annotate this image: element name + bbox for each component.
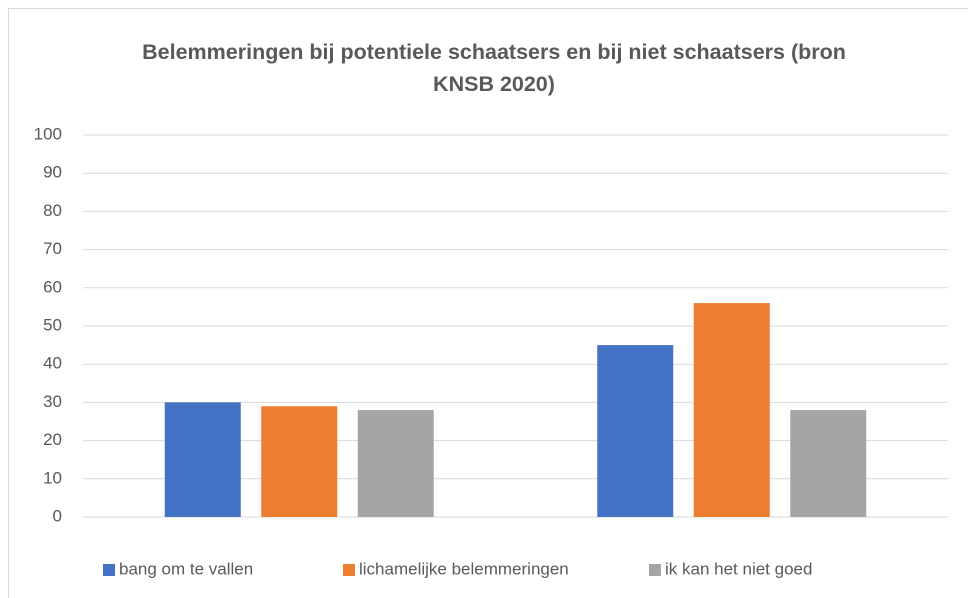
y-tick-label: 100 [34, 124, 62, 143]
legend-label: lichamelijke belemmeringen [359, 559, 569, 578]
y-tick-label: 40 [43, 354, 62, 373]
y-tick-label: 50 [43, 315, 62, 334]
chart-border [8, 8, 968, 598]
legend-swatch [343, 564, 355, 576]
y-tick-label: 20 [43, 430, 62, 449]
bar [357, 410, 434, 517]
y-tick-label: 60 [43, 277, 62, 296]
y-tick-label: 90 [43, 163, 62, 182]
bar [261, 406, 338, 517]
y-tick-label: 30 [43, 392, 62, 411]
bar [597, 345, 674, 517]
bar [164, 402, 241, 517]
y-tick-label: 0 [53, 506, 62, 525]
chart-title: Belemmeringen bij potentiele schaatsers … [142, 40, 846, 96]
y-tick-label: 80 [43, 201, 62, 220]
legend-label: bang om te vallen [119, 559, 253, 578]
legend-swatch [103, 564, 115, 576]
legend-label: ik kan het niet goed [665, 559, 812, 578]
y-tick-label: 10 [43, 468, 62, 487]
legend-swatch [649, 564, 661, 576]
bar [693, 303, 770, 517]
bar [790, 410, 867, 517]
y-tick-label: 70 [43, 239, 62, 258]
